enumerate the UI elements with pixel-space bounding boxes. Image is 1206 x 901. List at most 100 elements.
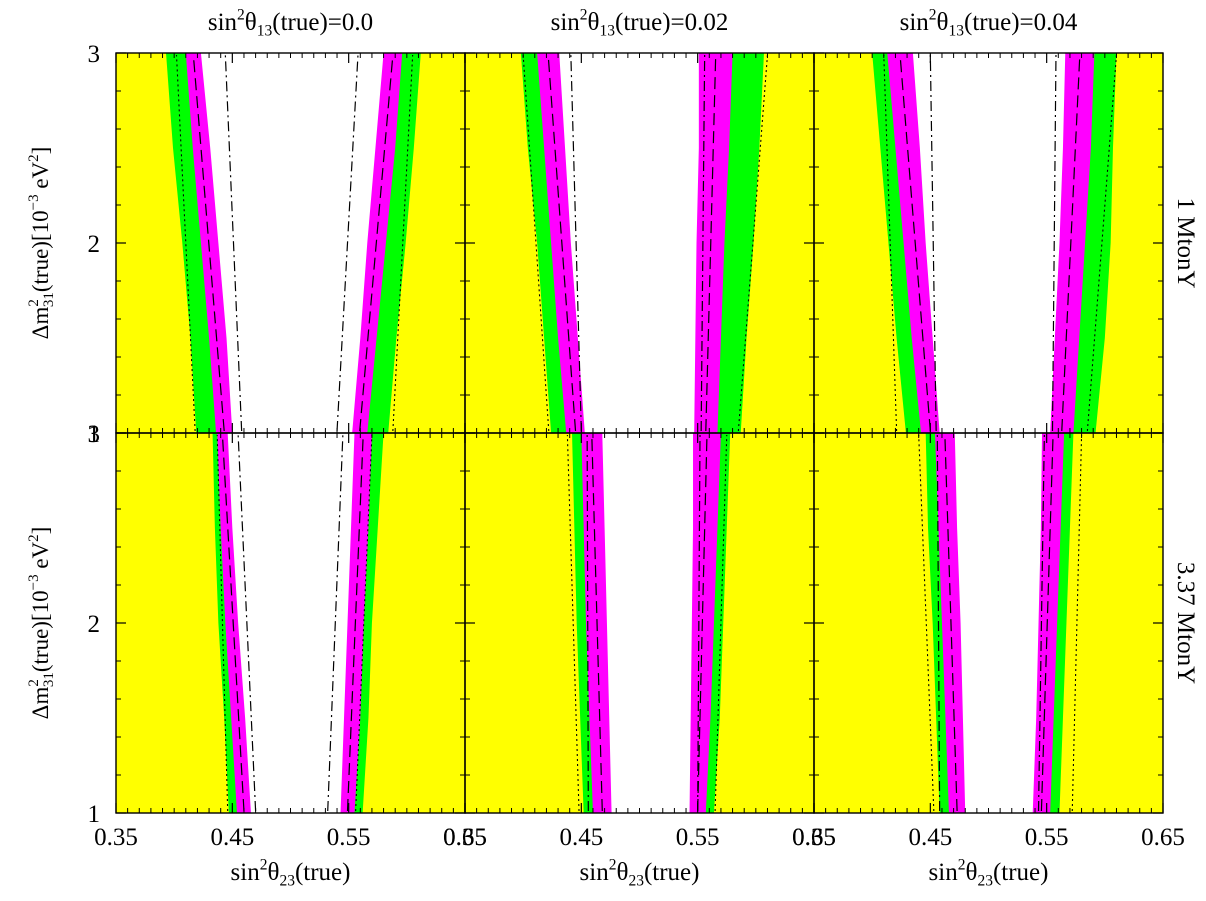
panel-r1-c0 xyxy=(116,433,465,813)
dashdot-curve-right xyxy=(1051,54,1057,432)
x-tick-label: 0.55 xyxy=(1025,824,1069,851)
column-title-2-rest: (true)=0.04 xyxy=(964,9,1078,36)
dashed-curve-right xyxy=(705,54,717,432)
x-axis-label-0-sub: 23 xyxy=(279,873,295,890)
column-title-0-sub: 13 xyxy=(257,23,273,40)
dashed-curve-left xyxy=(899,54,931,432)
column-title-2: sin2θ13(true)=0.04 xyxy=(900,7,1078,40)
inner-region xyxy=(954,433,1043,813)
column-title-0-base: sin xyxy=(208,9,238,36)
y-tick-label: 1 xyxy=(88,801,101,828)
y-tick-label: 2 xyxy=(88,231,101,258)
dashdot-curve-left xyxy=(929,54,937,432)
column-title-0-rest: (true)=0.0 xyxy=(272,9,373,36)
x-tick-label: 0.45 xyxy=(210,824,254,851)
dashdot-curve-left xyxy=(237,434,257,812)
column-title-2-base: sin xyxy=(900,9,930,36)
panel-r0-c1 xyxy=(465,53,814,433)
x-tick-label: 0.35 xyxy=(792,824,836,851)
panel-r1-c2 xyxy=(814,433,1163,813)
x-axis-label-1-sub: 23 xyxy=(628,873,644,890)
column-title-0: sin2θ13(true)=0.0 xyxy=(208,7,373,40)
y-tick-label: 1 xyxy=(88,421,101,448)
dashdot-curve-right xyxy=(700,54,706,432)
dashed-curve-left xyxy=(591,434,603,812)
ylabel-sup2: −3 xyxy=(26,574,42,590)
ylabel-pre: Δm xyxy=(28,687,53,720)
column-title-1: sin2θ13(true)=0.02 xyxy=(551,7,729,40)
dashdot-curve-left xyxy=(570,54,582,432)
panel-r1-c1 xyxy=(465,433,814,813)
dashdot-curve-right xyxy=(336,54,359,432)
panel-r0-c2 xyxy=(814,53,1163,433)
x-axis-label-1-theta: θ xyxy=(616,859,628,886)
dashed-curve-left xyxy=(221,434,245,812)
x-axis-label-1-sup: 2 xyxy=(609,857,617,874)
column-title-0-theta: θ xyxy=(245,9,257,36)
dashed-curve-left xyxy=(192,54,225,432)
frames-layer xyxy=(115,52,1164,814)
y-axis-label-1: Δm231(true)[10−3 eV2] xyxy=(26,527,57,720)
row-label-0: 1 MtonY xyxy=(1172,198,1199,289)
ylabel-sup2: −3 xyxy=(26,194,42,210)
dashed-curve-right xyxy=(1040,434,1054,812)
column-title-1-sup: 2 xyxy=(580,7,588,24)
x-axis-label-0-rest: (true) xyxy=(295,859,351,886)
inner-region xyxy=(602,433,694,813)
column-title-1-sub: 13 xyxy=(600,23,616,40)
ylabel-close: ] xyxy=(28,527,53,535)
ylabel-sub: 31 xyxy=(41,672,57,687)
x-axis-label-2-sup: 2 xyxy=(958,857,966,874)
x-axis-label-2: sin2θ23(true) xyxy=(929,857,1049,890)
dashdot-curve-left xyxy=(224,54,243,432)
x-tick-label: 0.55 xyxy=(327,824,371,851)
x-axis-label-2-sub: 23 xyxy=(977,873,993,890)
ylabel-unit: eV xyxy=(28,541,53,574)
dashdot-curve-left xyxy=(936,434,941,812)
dashdot-curve-right xyxy=(327,434,344,812)
panel-r0-c0 xyxy=(116,53,465,433)
inner-region xyxy=(912,53,1066,433)
inner-region xyxy=(227,433,355,813)
x-axis-label-1-rest: (true) xyxy=(644,859,700,886)
ylabel-mid: (true)[10 xyxy=(28,590,53,672)
ylabel-sup3: 2 xyxy=(26,534,42,542)
dashed-curve-left xyxy=(547,54,577,432)
column-title-2-theta: θ xyxy=(937,9,949,36)
x-tick-label: 0.65 xyxy=(1141,824,1185,851)
dashed-curve-right xyxy=(697,434,708,812)
dashed-curve-right xyxy=(359,54,394,432)
ylabel-unit: eV xyxy=(28,161,53,194)
x-tick-label: 0.65 xyxy=(443,824,487,851)
y-tick-label: 3 xyxy=(88,421,101,448)
x-axis-label-1: sin2θ23(true) xyxy=(580,857,700,890)
ylabel-sup3: 2 xyxy=(26,154,42,162)
dashdot-curve-right xyxy=(697,434,701,812)
column-title-2-sub: 13 xyxy=(949,23,965,40)
x-axis-label-0-theta: θ xyxy=(267,859,279,886)
x-axis-label-2-theta: θ xyxy=(965,859,977,886)
ylabel-sup1: 2 xyxy=(26,679,42,687)
x-axis-label-0-base: sin xyxy=(231,859,261,886)
y-tick-label: 3 xyxy=(88,41,101,68)
column-title-0-sup: 2 xyxy=(237,7,245,24)
inner-region xyxy=(559,53,699,433)
x-tick-label: 0.65 xyxy=(792,824,836,851)
column-title-1-base: sin xyxy=(551,9,581,36)
x-axis-label-0: sin2θ23(true) xyxy=(231,857,351,890)
column-title-2-sup: 2 xyxy=(929,7,937,24)
x-axis-label-2-rest: (true) xyxy=(993,859,1049,886)
column-title-1-theta: θ xyxy=(588,9,600,36)
ylabel-sub: 31 xyxy=(41,292,57,307)
x-tick-label: 0.35 xyxy=(443,824,487,851)
row-label-1: 3.37 MtonY xyxy=(1172,562,1199,684)
dashdot-curve-left xyxy=(586,434,589,812)
ylabel-pre: Δm xyxy=(28,307,53,340)
x-axis-label-0-sup: 2 xyxy=(260,857,268,874)
ylabel-close: ] xyxy=(28,147,53,155)
dashed-curve-right xyxy=(1061,54,1081,432)
x-tick-label: 0.45 xyxy=(908,824,952,851)
x-tick-label: 0.55 xyxy=(676,824,720,851)
panels-layer xyxy=(116,53,1163,813)
